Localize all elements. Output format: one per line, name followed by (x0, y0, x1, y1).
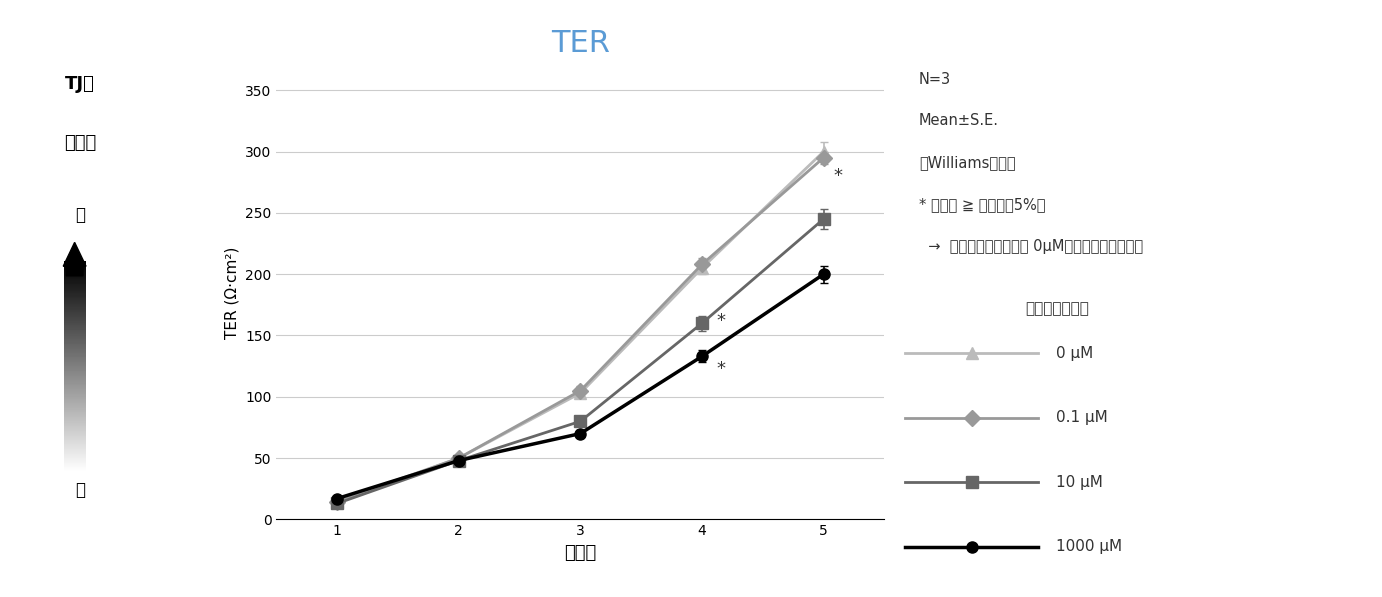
Text: TJの: TJの (65, 75, 95, 93)
Text: N=3: N=3 (919, 72, 951, 87)
Text: 【Williams検定】: 【Williams検定】 (919, 155, 1016, 170)
Text: 0 μM: 0 μM (1056, 346, 1093, 361)
Text: 良: 良 (75, 206, 86, 224)
FancyArrow shape (64, 242, 86, 276)
Text: * 統計量 ≧ 棄却値（5%）: * 統計量 ≧ 棄却値（5%） (919, 197, 1046, 212)
Text: 1000 μM: 1000 μM (1056, 539, 1122, 555)
X-axis label: 測定日: 測定日 (564, 544, 597, 562)
Text: *: * (717, 359, 726, 377)
Text: *: * (717, 312, 726, 330)
Text: *: * (833, 167, 843, 185)
Text: →  つまり、ヒスタミン 0μMに対して有意差あり: → つまり、ヒスタミン 0μMに対して有意差あり (919, 239, 1143, 254)
Y-axis label: TER (Ω·cm²): TER (Ω·cm²) (225, 247, 239, 338)
Text: Mean±S.E.: Mean±S.E. (919, 113, 999, 128)
Text: 0.1 μM: 0.1 μM (1056, 410, 1107, 426)
Text: 悪: 悪 (75, 481, 86, 498)
Text: ヒスタミン濃度: ヒスタミン濃度 (1025, 301, 1089, 316)
Text: 10 μM: 10 μM (1056, 475, 1103, 490)
Text: 成營度: 成營度 (64, 134, 97, 152)
Title: TER: TER (551, 29, 609, 58)
